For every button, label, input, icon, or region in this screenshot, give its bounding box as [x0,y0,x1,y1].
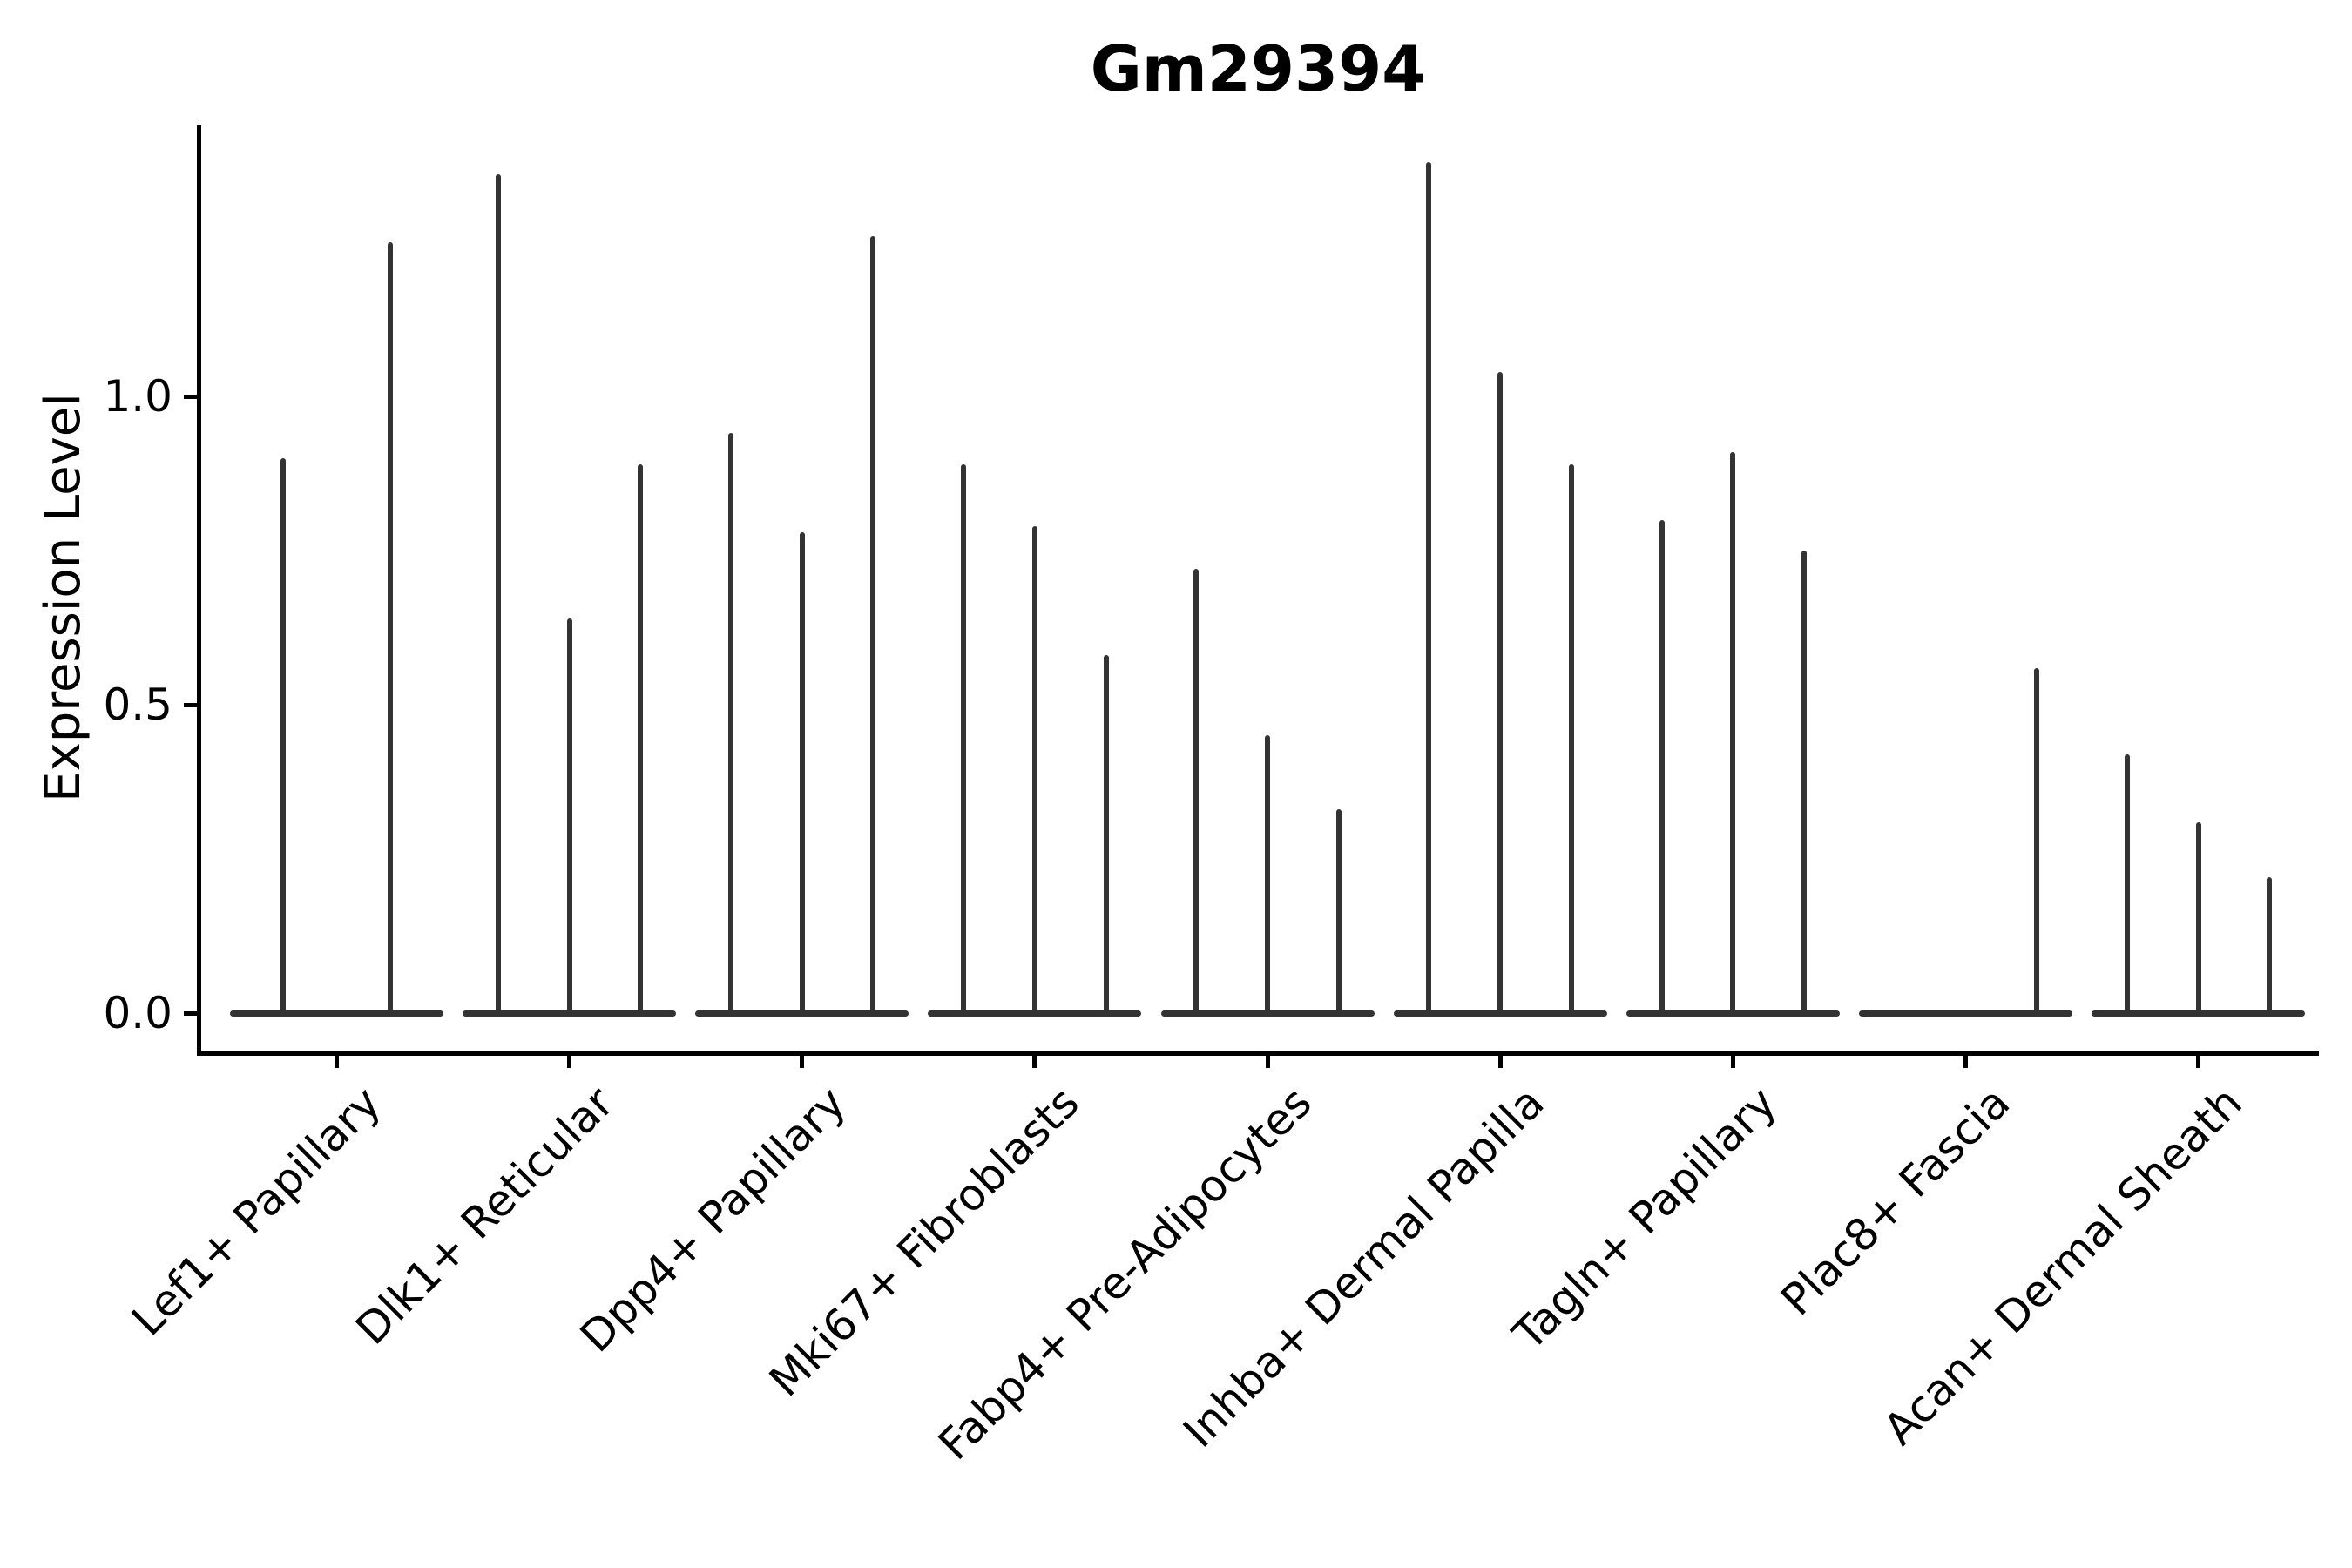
x-tick [1497,1056,1503,1068]
violin-spike [728,433,734,1013]
y-tick [184,702,197,707]
x-tick [1963,1056,1968,1068]
violin-body [1393,1010,1607,1017]
violin-spike [638,463,644,1013]
violin-body [928,1010,1142,1017]
violin-body [230,1010,443,1017]
violin-spike [566,618,572,1013]
violin-spike [495,174,501,1013]
x-tick-label: Dlk1+ Reticular [346,1077,624,1355]
violin-spike [2195,821,2201,1013]
violin-spike [1103,655,1109,1013]
x-tick [335,1056,339,1068]
violin-spike [1730,451,1736,1013]
y-axis-label: Expression Level [35,393,91,802]
left-axis-spine [197,125,201,1056]
violin-spike [2267,877,2273,1013]
violin-spike [280,457,287,1013]
violin-body [2092,1010,2305,1017]
violin-spike [1265,735,1270,1013]
violin-spike [1659,519,1665,1013]
x-tick [2196,1056,2200,1068]
x-tick-label: Lef1+ Papillary [122,1077,391,1346]
violin-spike [1426,161,1432,1013]
x-tick-label: Tagln+ Papillary [1504,1077,1787,1360]
y-tick-label: 0.5 [103,679,172,730]
violin-spike [1193,569,1200,1013]
violin-body [695,1010,909,1017]
violin-spike [870,235,876,1013]
violin-body [1858,1010,2072,1017]
bottom-axis-spine [197,1051,2319,1056]
violin-body [463,1010,677,1017]
x-tick-label: Plac8+ Fascia [1771,1077,2019,1326]
violin-body [1625,1010,1840,1017]
x-tick [1265,1056,1270,1068]
violin-spike [1335,809,1342,1013]
violin-spike [1568,463,1574,1013]
x-tick-label: Fabp4+ Pre-Adipocytes [929,1077,1321,1470]
violin-spike [1031,525,1037,1013]
x-tick [1730,1056,1735,1068]
y-tick [184,394,197,399]
y-tick [184,1010,197,1016]
y-tick-label: 1.0 [103,371,172,422]
violin-spike [1801,551,1807,1013]
violin-spike [961,463,967,1013]
x-tick [567,1056,572,1068]
violin-spike [2124,754,2130,1013]
violin-spike [2034,667,2040,1013]
violin-spike [799,531,805,1013]
violin-spike [387,242,393,1013]
violin-spike [1497,371,1504,1013]
y-tick-label: 0.0 [103,988,172,1038]
x-tick [1032,1056,1037,1068]
x-tick [800,1056,805,1068]
violin-body [1160,1010,1375,1017]
chart-title: Gm29394 [1090,32,1426,105]
